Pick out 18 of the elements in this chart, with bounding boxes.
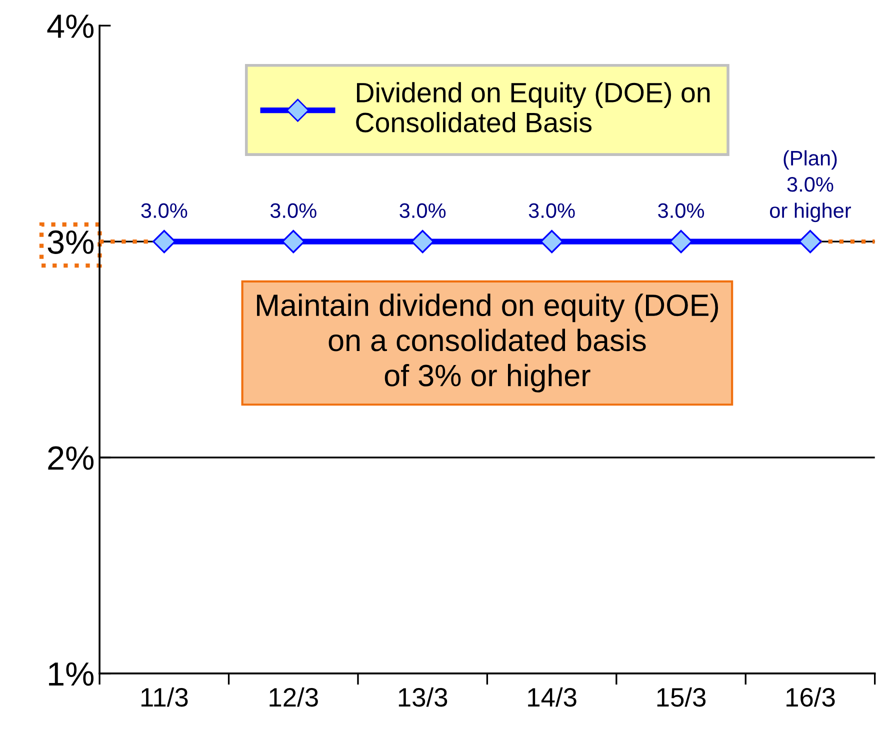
legend-label: Dividend on Equity (DOE) on Consolidated Basis (356, 82, 710, 132)
x-tick-label: 11/3 (141, 687, 188, 707)
annotation: Maintain dividend on equity (DOE) on a consolidated basis of 3% or higher (257, 294, 718, 392)
data-label: 3.0% (400, 203, 446, 218)
data-label: 3.0% (141, 203, 188, 218)
data-label: (Plan) 3.0% or higher (770, 150, 851, 222)
x-tick-label: 16/3 (786, 687, 835, 707)
data-label: 3.0% (270, 203, 316, 218)
x-tick-label: 13/3 (398, 687, 448, 707)
x-tick-label: 15/3 (657, 687, 706, 707)
y-tick-label: 3% (48, 230, 94, 254)
x-tick-label: 14/3 (528, 687, 576, 707)
y-tick-label: 2% (48, 446, 94, 470)
data-label: 3.0% (528, 203, 575, 218)
y-tick-label: 4% (47, 14, 94, 38)
data-label: 3.0% (658, 203, 704, 218)
y-tick-label: 1% (49, 662, 94, 686)
x-tick-label: 12/3 (270, 687, 318, 707)
